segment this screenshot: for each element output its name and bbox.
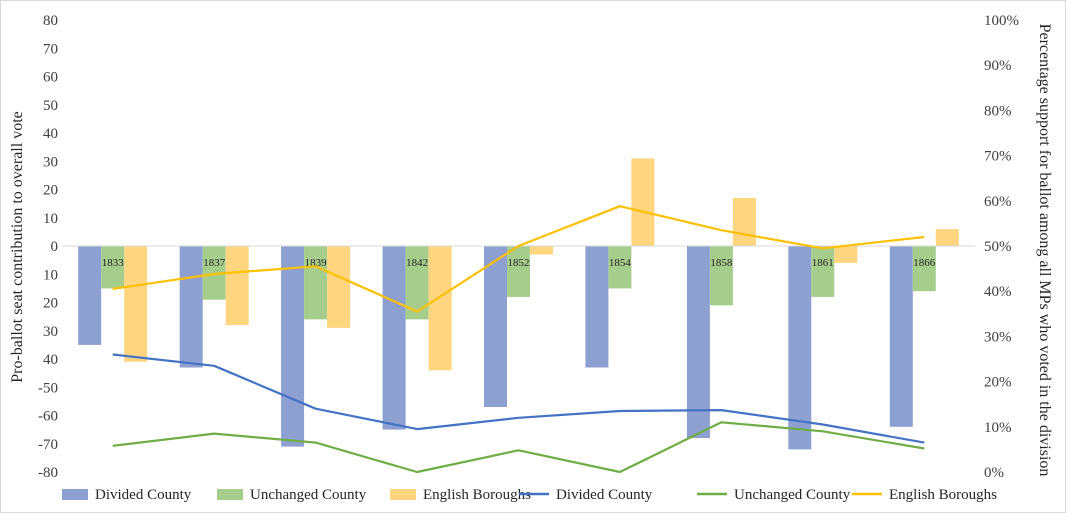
bar-divided-county-1837 bbox=[179, 246, 203, 368]
bar-divided-county-1842 bbox=[382, 246, 406, 430]
bar-english-boroughs-1842 bbox=[428, 246, 452, 371]
legend-label: Divided County bbox=[556, 487, 653, 503]
left-tick-label: 40 bbox=[43, 126, 58, 142]
right-tick-label: 80% bbox=[984, 103, 1012, 119]
legend-label: English Boroughs bbox=[423, 487, 531, 503]
bar-divided-county-1861 bbox=[788, 246, 812, 450]
left-axis-title: Pro-ballot seat contribution to overall … bbox=[9, 111, 26, 383]
bar-divided-county-1839 bbox=[281, 246, 305, 447]
bar-divided-county-1852 bbox=[484, 246, 507, 407]
right-tick-label: 30% bbox=[984, 329, 1012, 345]
right-tick-label: 40% bbox=[984, 284, 1012, 300]
bar-english-boroughs-1866 bbox=[935, 229, 959, 246]
bar-unchanged-county-1861 bbox=[811, 246, 835, 297]
lines-layer bbox=[112, 205, 925, 474]
legend-label: English Boroughs bbox=[889, 487, 997, 503]
left-tick-label: 70 bbox=[43, 41, 58, 57]
category-label: 1866 bbox=[913, 257, 936, 269]
bar-divided-county-1833 bbox=[78, 246, 102, 345]
bar-unchanged-county-1854 bbox=[608, 246, 632, 289]
bar-divided-county-1858 bbox=[686, 246, 710, 439]
category-label: 1837 bbox=[203, 257, 226, 269]
category-label: 1861 bbox=[812, 257, 834, 269]
left-tick-label: 80 bbox=[43, 13, 58, 29]
left-tick-label: 0 bbox=[51, 239, 59, 255]
right-tick-label: 60% bbox=[984, 194, 1012, 210]
bar-unchanged-county-1837 bbox=[202, 246, 226, 300]
left-tick-label: 50 bbox=[43, 98, 58, 114]
category-labels-layer: 1833 1837 1839 1842 1852 1854 1858 1861 1866 bbox=[102, 257, 936, 269]
bar-unchanged-county-1858 bbox=[709, 246, 733, 306]
left-tick-label: -80 bbox=[38, 465, 58, 481]
right-tick-label: 50% bbox=[984, 239, 1012, 255]
right-tick-label: 10% bbox=[984, 420, 1012, 436]
left-tick-label: 10 bbox=[43, 211, 58, 227]
legend-swatch-bar bbox=[62, 489, 88, 500]
left-tick-label: -50 bbox=[38, 380, 58, 396]
category-label: 1833 bbox=[102, 257, 125, 269]
bar-unchanged-county-1852 bbox=[507, 246, 530, 297]
right-tick-label: 90% bbox=[984, 58, 1012, 74]
right-axis-title: Percentage support for ballot among all … bbox=[1036, 24, 1053, 477]
bar-unchanged-county-1839 bbox=[304, 246, 328, 320]
category-label: 1852 bbox=[508, 257, 530, 269]
legend-label: Divided County bbox=[95, 487, 192, 503]
legend: Divided County Unchanged County English Bo… bbox=[62, 487, 997, 503]
right-tick-label: 70% bbox=[984, 149, 1012, 165]
left-tick-label: 30 bbox=[43, 324, 58, 340]
left-tick-label: 20 bbox=[43, 296, 58, 312]
bar-divided-county-1854 bbox=[585, 246, 609, 368]
bar-english-boroughs-1858 bbox=[732, 198, 756, 246]
category-label: 1858 bbox=[710, 257, 733, 269]
line-divided-county bbox=[112, 353, 925, 444]
bar-english-boroughs-1837 bbox=[225, 246, 249, 326]
category-label: 1842 bbox=[406, 257, 428, 269]
left-tick-label: 60 bbox=[43, 70, 58, 86]
left-tick-label: 30 bbox=[43, 154, 58, 170]
legend-label: Unchanged County bbox=[250, 487, 367, 503]
left-tick-label: -70 bbox=[38, 437, 58, 453]
right-tick-label: 0% bbox=[984, 465, 1004, 481]
bar-divided-county-1866 bbox=[889, 246, 913, 427]
bar-english-boroughs-1852 bbox=[530, 246, 553, 255]
bar-english-boroughs-1839 bbox=[327, 246, 351, 328]
bar-english-boroughs-1833 bbox=[124, 246, 148, 362]
bars-layer bbox=[78, 158, 959, 450]
line-english-boroughs bbox=[112, 205, 925, 313]
line-unchanged-county bbox=[112, 421, 925, 474]
left-tick-label: 10 bbox=[43, 267, 58, 283]
right-tick-label: 100% bbox=[984, 13, 1019, 29]
left-tick-label: -60 bbox=[38, 409, 58, 425]
legend-swatch-bar bbox=[390, 489, 416, 500]
right-axis-ticks: 100% 90% 80% 70% 60% 50% 40% 30% 20% 10% 0% bbox=[984, 13, 1019, 481]
left-axis-ticks: 80 70 60 50 40 30 20 10 0 10 20 30 40 -50 -60 -70 -80 bbox=[38, 13, 58, 481]
left-tick-label: 40 bbox=[43, 352, 58, 368]
category-label: 1854 bbox=[609, 257, 632, 269]
bar-unchanged-county-1842 bbox=[405, 246, 429, 320]
right-tick-label: 20% bbox=[984, 375, 1012, 391]
bar-unchanged-county-1866 bbox=[912, 246, 936, 292]
left-tick-label: 20 bbox=[43, 183, 58, 199]
bar-english-boroughs-1861 bbox=[834, 246, 858, 263]
bar-unchanged-county-1833 bbox=[101, 246, 125, 289]
legend-label: Unchanged County bbox=[734, 487, 851, 503]
legend-swatch-bar bbox=[217, 489, 243, 500]
bar-english-boroughs-1854 bbox=[631, 158, 655, 246]
